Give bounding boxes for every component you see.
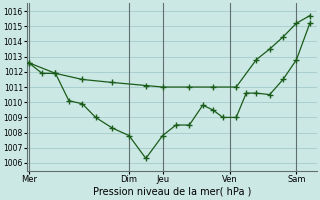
X-axis label: Pression niveau de la mer( hPa ): Pression niveau de la mer( hPa ): [92, 187, 251, 197]
